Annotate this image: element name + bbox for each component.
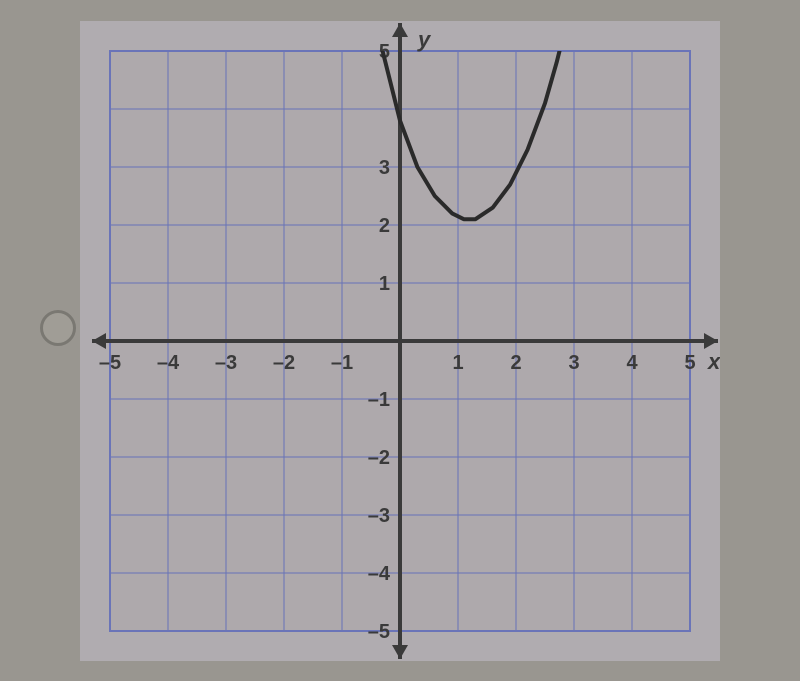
- y-axis-label: y: [417, 27, 432, 52]
- x-tick-label: 3: [568, 352, 579, 374]
- y-tick-label: –3: [368, 505, 390, 527]
- parabola-chart: –5–4–3–2–112345–5–4–3–2–11235yx: [80, 21, 720, 661]
- y-tick-label: 2: [379, 215, 390, 237]
- x-tick-label: –1: [331, 352, 353, 374]
- x-tick-label: –2: [273, 352, 295, 374]
- x-tick-label: 5: [684, 352, 695, 374]
- x-tick-label: 2: [510, 352, 521, 374]
- x-tick-label: 4: [626, 352, 638, 374]
- y-tick-label: –4: [368, 563, 391, 585]
- y-tick-label: –1: [368, 389, 390, 411]
- x-axis-label: x: [707, 349, 720, 374]
- x-tick-label: 1: [452, 352, 463, 374]
- y-tick-label: –5: [368, 621, 390, 643]
- x-tick-label: –4: [157, 352, 180, 374]
- y-tick-label: 3: [379, 157, 390, 179]
- x-tick-label: –3: [215, 352, 237, 374]
- x-tick-label: –5: [99, 352, 121, 374]
- y-tick-label: 1: [379, 273, 390, 295]
- y-tick-label: –2: [368, 447, 390, 469]
- chart-container: –5–4–3–2–112345–5–4–3–2–11235yx: [80, 21, 720, 661]
- option-radio[interactable]: [40, 310, 76, 346]
